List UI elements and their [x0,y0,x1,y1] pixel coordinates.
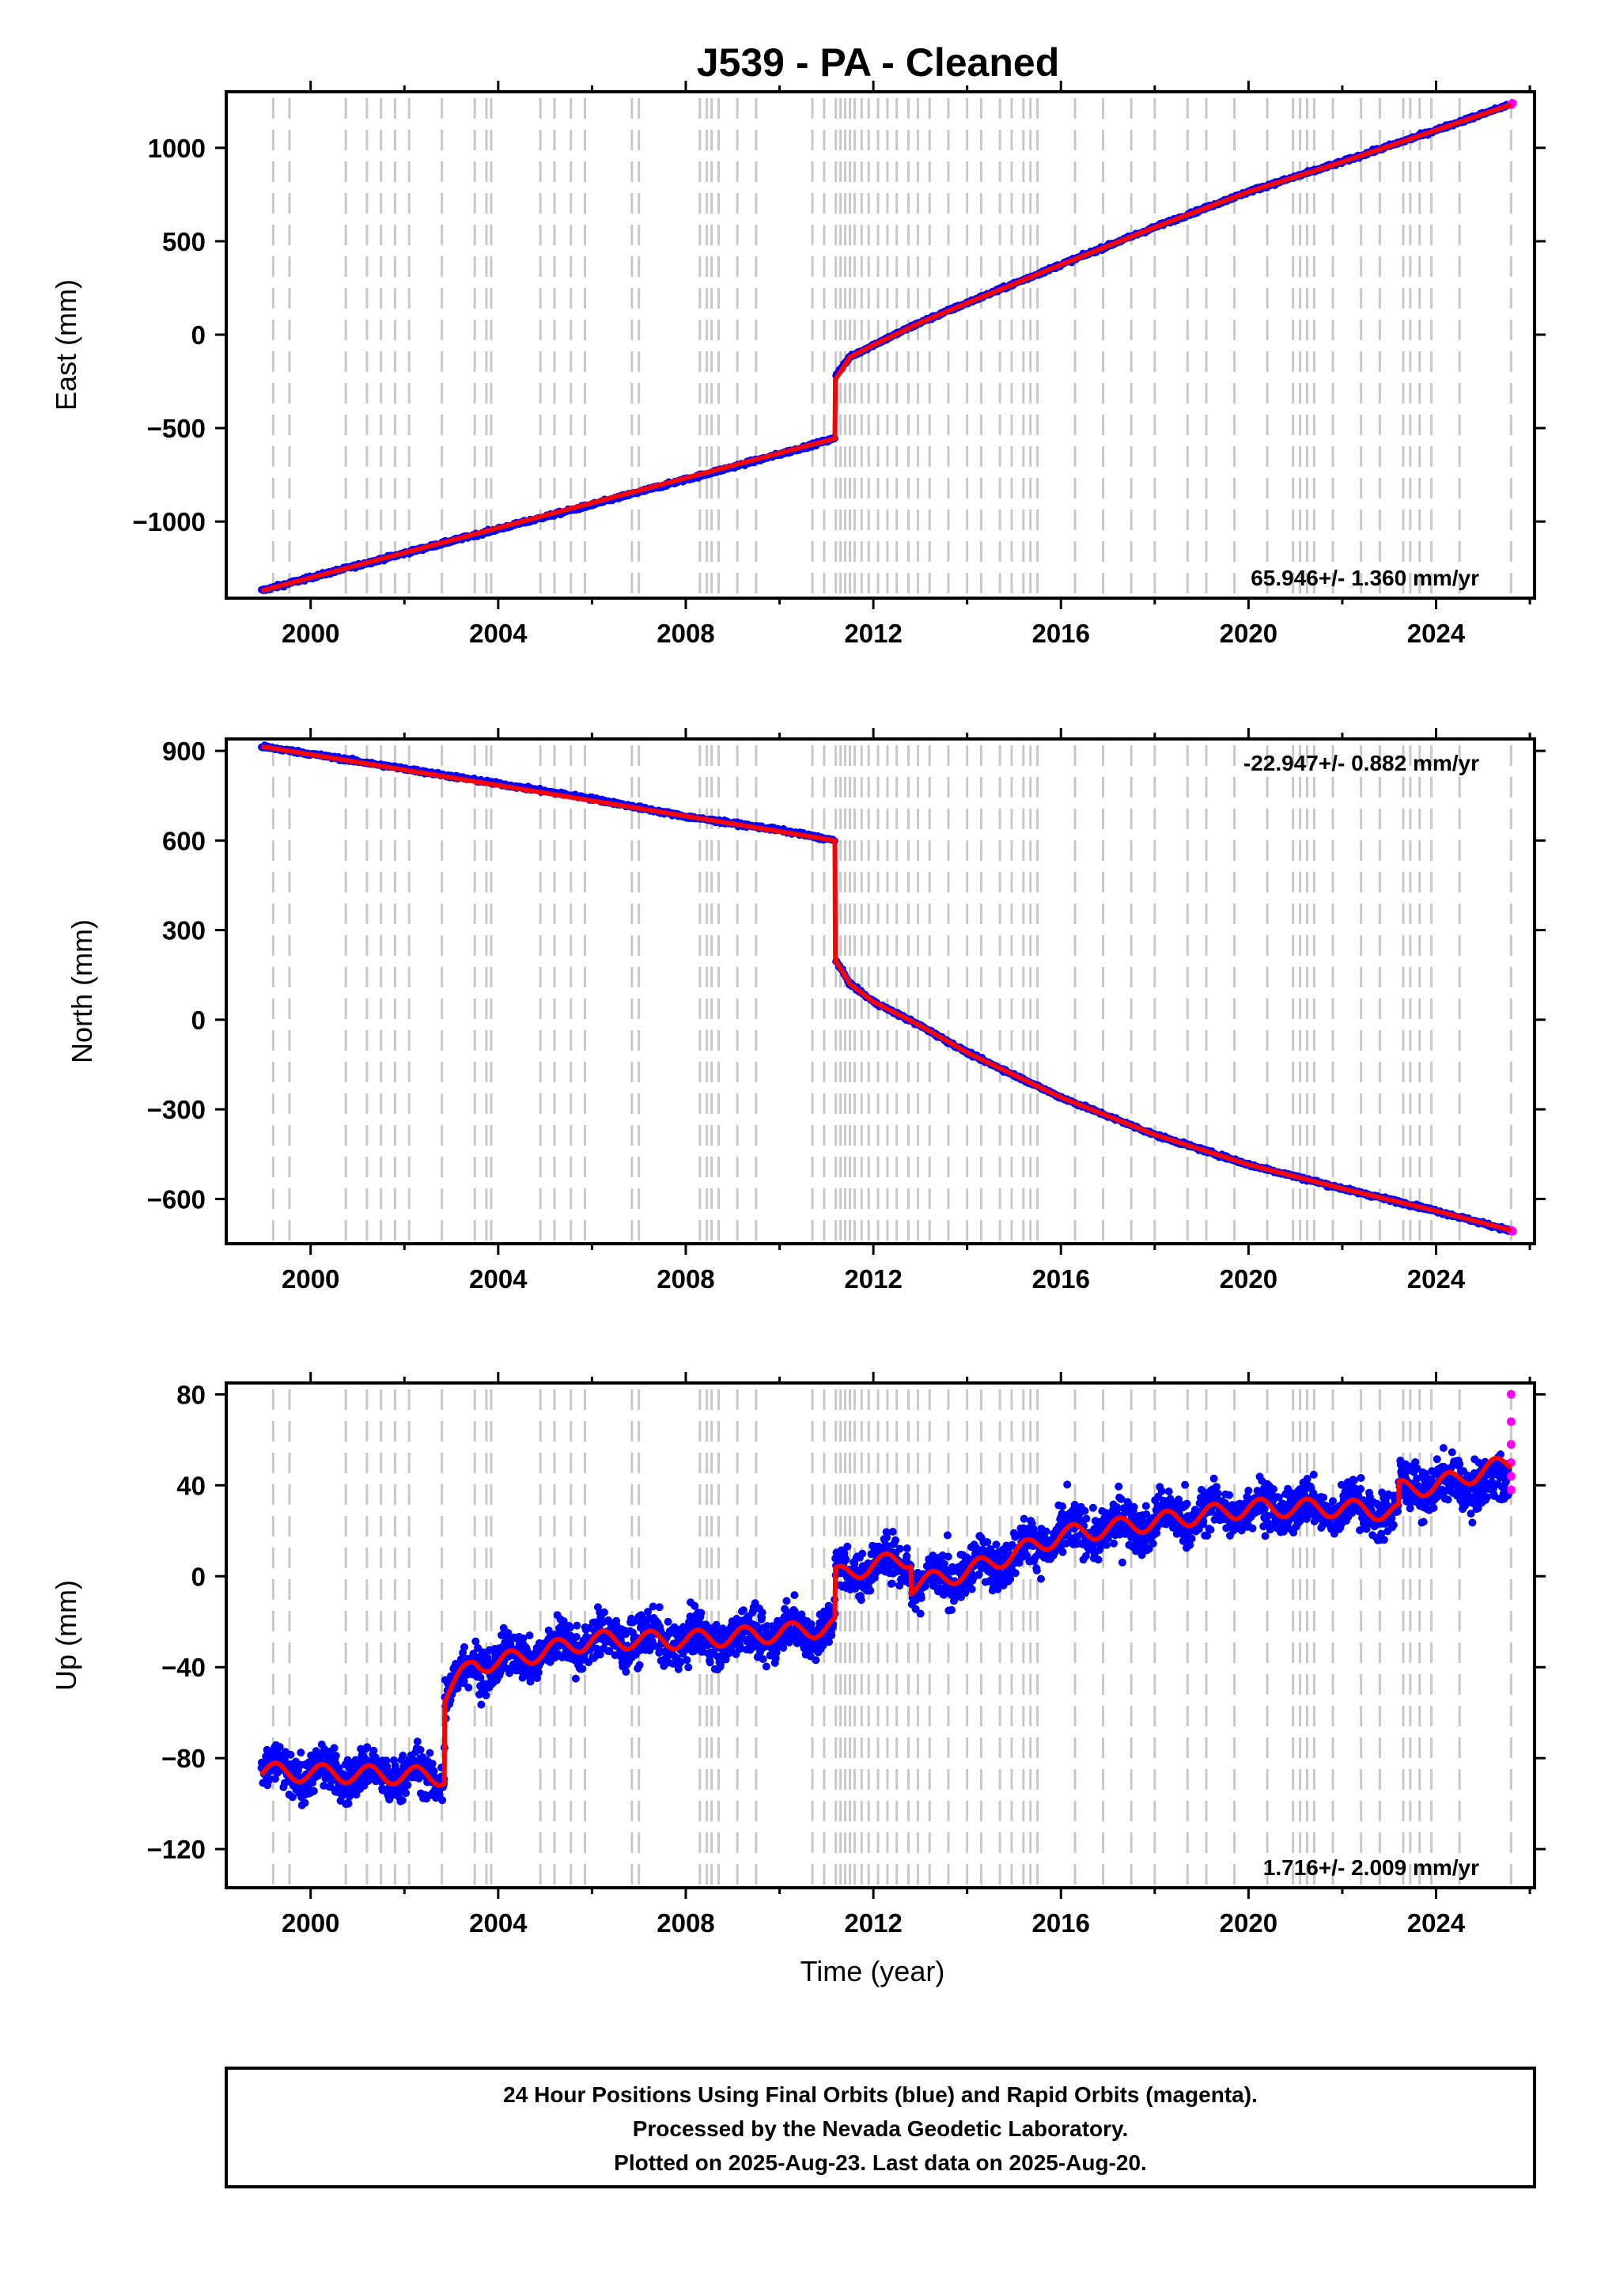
up-panel: 2000 2004 2008 2012 2016 2020 2024 −120 −80 −40 0 4… [50,1372,1546,1987]
y-tick-label: 0 [191,1562,206,1591]
footer-box: 24 Hour Positions Using Final Orbits (bl… [225,2067,1536,2188]
east-y-axis-label: East (mm) [50,279,82,411]
up-rapid-orbit-point [1506,1417,1516,1426]
x-tick-label: 2004 [469,619,528,648]
east-model-line [260,102,1512,593]
x-tick-label: 2000 [282,1264,339,1294]
y-tick-label: 40 [176,1471,206,1500]
north-rate-label: -22.947+/- 0.882 mm/yr [1243,751,1479,775]
east-plot-frame [225,90,1536,600]
x-tick-label: 2004 [469,1264,528,1294]
footer-line-3: Plotted on 2025-Aug-23. Last data on 202… [614,2150,1147,2175]
y-tick-label: 500 [162,227,206,256]
north-y-axis: −600 −300 0 300 600 900 [147,737,1546,1214]
y-tick-label: 0 [191,1006,206,1035]
east-final-orbit-points [832,100,1512,380]
x-tick-label: 2020 [1220,1908,1277,1938]
east-data [258,99,1517,594]
north-data [258,741,1517,1236]
north-plot-frame [225,737,1536,1245]
east-panel: 2000 2004 2008 2012 2016 2020 2024 −1000 −500 0 50… [50,81,1546,648]
up-x-axis: 2000 2004 2008 2012 2016 2020 2024 [282,1372,1531,1938]
y-tick-label: −300 [147,1095,206,1124]
east-x-axis: 2000 2004 2008 2012 2016 2020 2024 [282,81,1531,648]
y-tick-label: −120 [147,1835,206,1864]
up-event-lines [271,1389,1512,1885]
up-plot-frame [225,1381,1536,1889]
x-tick-label: 2016 [1032,1264,1090,1294]
x-tick-label: 2008 [657,1908,714,1938]
y-tick-label: 900 [162,737,206,766]
north-event-lines [271,745,1512,1241]
x-tick-label: 2008 [657,1264,714,1294]
north-panel: 2000 2004 2008 2012 2016 2020 2024 −600 −300 0 300… [66,728,1546,1294]
up-final-orbit-points [257,1444,1512,1809]
x-tick-label: 2012 [844,1264,902,1294]
x-tick-label: 2008 [657,619,714,648]
up-rapid-orbit-point [1506,1440,1516,1449]
up-rapid-orbit-point [1506,1389,1516,1399]
north-model-line [261,744,1512,1233]
chart-title: J539 - PA - Cleaned [697,40,1060,85]
up-rate-label: 1.716+/- 2.009 mm/yr [1263,1855,1479,1880]
y-tick-label: −500 [147,414,206,443]
x-tick-label: 2024 [1407,1908,1466,1938]
x-tick-label: 2016 [1032,619,1090,648]
x-tick-label: 2004 [469,1908,528,1938]
up-y-axis: −120 −80 −40 0 40 80 [147,1380,1546,1864]
y-tick-label: 300 [162,916,206,945]
y-tick-label: 80 [176,1380,206,1409]
x-tick-label: 2016 [1032,1908,1090,1938]
x-tick-label: 2024 [1407,619,1466,648]
x-tick-label: 2020 [1220,619,1277,648]
east-rate-label: 65.946+/- 1.360 mm/yr [1251,566,1479,590]
y-tick-label: −1000 [132,507,206,536]
north-final-orbit-points [832,957,1512,1235]
up-y-axis-label: Up (mm) [50,1580,82,1691]
footer-line-1: 24 Hour Positions Using Final Orbits (bl… [503,2082,1258,2107]
east-y-axis: −1000 −500 0 500 1000 [132,134,1546,536]
x-tick-label: 2000 [282,619,339,648]
y-tick-label: −40 [161,1653,206,1682]
x-tick-label: 2012 [844,619,902,648]
up-x-axis-label: Time (year) [800,1955,945,1987]
x-tick-label: 2024 [1407,1264,1466,1294]
y-tick-label: 1000 [148,134,206,163]
north-x-axis: 2000 2004 2008 2012 2016 2020 2024 [282,728,1531,1294]
up-rapid-orbit-point [1506,1472,1516,1481]
x-tick-label: 2020 [1220,1264,1277,1294]
east-event-lines [271,98,1512,595]
footer-frame [225,2067,1536,2188]
north-y-axis-label: North (mm) [66,919,98,1063]
y-tick-label: −80 [161,1744,206,1773]
up-rapid-orbit-point [1506,1485,1516,1495]
up-data [257,1389,1516,1809]
y-tick-label: 0 [191,320,206,350]
x-tick-label: 2000 [282,1908,339,1938]
x-tick-label: 2012 [844,1908,902,1938]
y-tick-label: −600 [147,1184,206,1214]
up-model-line [259,1456,1513,1788]
y-tick-label: 600 [162,826,206,855]
footer-line-2: Processed by the Nevada Geodetic Laborat… [633,2116,1129,2141]
